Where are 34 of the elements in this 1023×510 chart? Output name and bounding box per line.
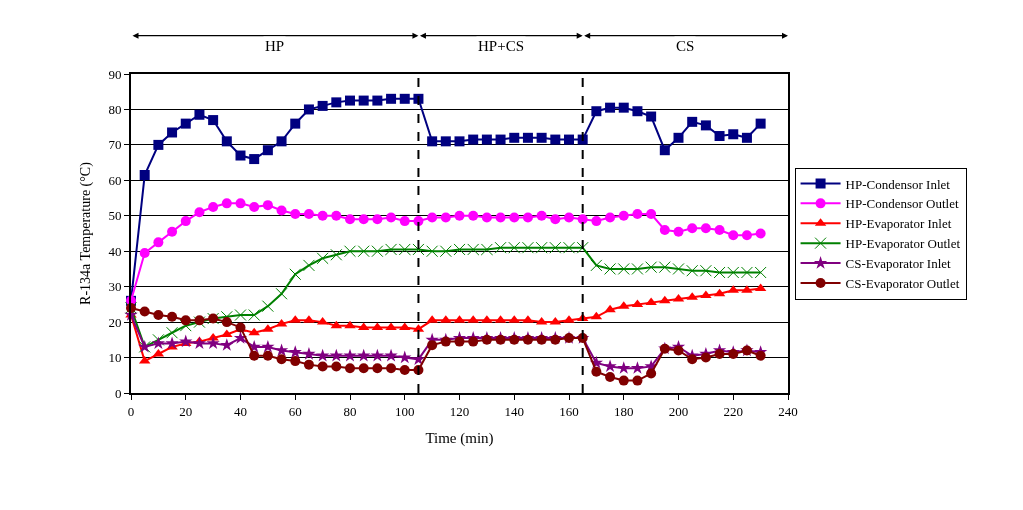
- text: HP+CS: [478, 38, 524, 54]
- x-tick-label: 180: [614, 403, 634, 419]
- x-axis-title: Time (min): [425, 430, 494, 448]
- y-tick-label: 60: [108, 172, 122, 188]
- y-tick-label: 20: [108, 314, 122, 330]
- legend-label: HP-Condensor Inlet: [845, 176, 951, 192]
- y-tick-label: 90: [108, 66, 122, 82]
- legend-label: HP-Evaporator Inlet: [845, 216, 952, 232]
- x-tick-label: 20: [179, 403, 193, 419]
- y-axis-title: R-134a Temperature (°C): [77, 161, 94, 305]
- x-tick-label: 60: [288, 403, 302, 419]
- legend-label: HP-Evaporator Outlet: [845, 236, 961, 252]
- y-tick-label: 10: [108, 350, 122, 366]
- x-tick-label: 120: [449, 403, 470, 419]
- x-tick-label: 140: [504, 403, 524, 419]
- x-tick-label: 200: [668, 403, 689, 419]
- legend-label: HP-Condensor Outlet: [845, 196, 959, 212]
- y-tick-label: 50: [108, 208, 122, 224]
- x-tick-label: 0: [127, 403, 135, 419]
- y-tick-label: 0: [114, 385, 122, 401]
- y-tick-label: 30: [108, 279, 122, 295]
- y-tick-label: 80: [108, 101, 122, 117]
- legend-label: CS-Evaporator Outlet: [845, 276, 960, 292]
- text: CS: [676, 38, 695, 54]
- legend-label: CS-Evaporator Inlet: [845, 256, 952, 272]
- x-tick-label: 220: [723, 403, 743, 419]
- x-tick-label: 160: [559, 403, 579, 419]
- text: HP: [265, 38, 285, 54]
- x-tick-label: 240: [778, 403, 798, 419]
- y-tick-label: 70: [108, 137, 122, 153]
- x-tick-label: 40: [234, 403, 247, 419]
- x-tick-label: 100: [395, 403, 415, 419]
- x-tick-label: 80: [343, 403, 357, 419]
- y-tick-label: 40: [108, 243, 122, 259]
